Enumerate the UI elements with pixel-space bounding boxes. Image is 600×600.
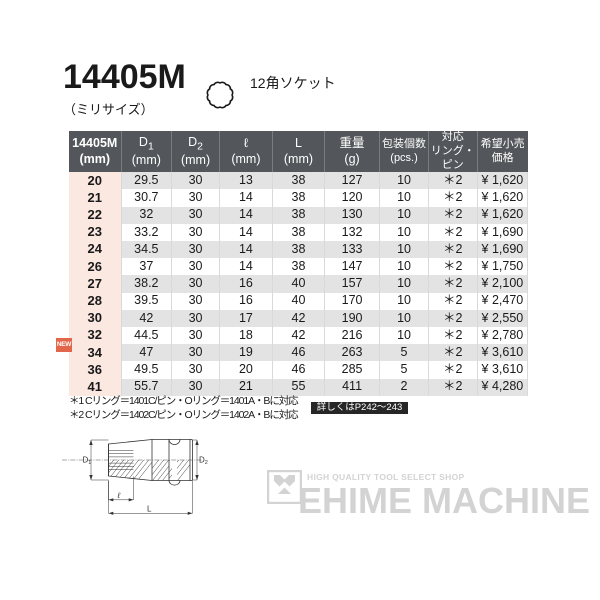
svg-text:ℓ: ℓ (117, 491, 121, 500)
svg-text:D2: D2 (199, 456, 208, 466)
svg-text:D1: D1 (83, 456, 92, 466)
svg-text:L: L (147, 505, 152, 514)
